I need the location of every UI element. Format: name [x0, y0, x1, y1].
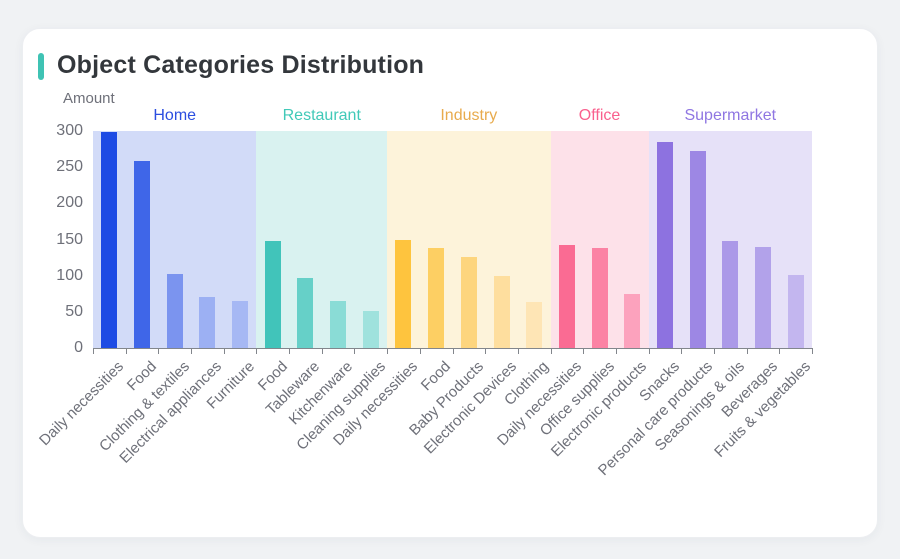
x-axis-tick — [93, 349, 94, 354]
group-label-industry: Industry — [440, 107, 498, 124]
x-axis-tick — [354, 349, 356, 354]
x-axis-tick — [550, 349, 552, 354]
bar-home-clothing-textiles[interactable] — [166, 273, 183, 348]
x-axis-tick — [681, 349, 683, 354]
x-axis-tick — [125, 349, 127, 354]
x-axis-tick — [583, 349, 585, 354]
y-tick-label-250: 250 — [56, 158, 83, 176]
x-axis-tick — [517, 349, 519, 354]
bar-restaurant-kitchenware[interactable] — [330, 300, 347, 348]
group-label-supermarket: Supermarket — [684, 107, 777, 124]
x-axis-tick — [812, 349, 813, 354]
chart-card: Object Categories Distribution Amount 30… — [22, 28, 878, 538]
x-axis-tick — [387, 349, 389, 354]
bar-home-furniture[interactable] — [232, 300, 249, 348]
title-accent-bar — [38, 53, 44, 80]
group-label-home: Home — [153, 107, 197, 124]
x-axis-tick — [256, 349, 258, 354]
y-tick-label-0: 0 — [74, 339, 83, 356]
x-axis-tick — [158, 349, 160, 354]
bar-chart-plot-area: 300 250 200 150 100 50 0 Home Daily necessities F… — [36, 107, 813, 479]
x-axis-tick — [321, 349, 323, 354]
group-label-office: Office — [578, 107, 621, 124]
bar-home-food[interactable] — [134, 161, 151, 348]
bar-supermarket-snacks[interactable] — [656, 141, 673, 348]
x-axis-tick — [648, 349, 650, 354]
bar-supermarket-beverages[interactable] — [754, 246, 771, 348]
x-axis-tick — [452, 349, 454, 354]
y-tick-label-150: 150 — [56, 230, 83, 248]
x-axis-tick — [223, 349, 225, 354]
bar-industry-daily-necessities[interactable] — [395, 239, 412, 348]
bar-office-daily-necessities[interactable] — [558, 245, 575, 348]
x-axis-tick — [713, 349, 715, 354]
bar-supermarket-seasonings-oils[interactable] — [722, 240, 739, 348]
x-axis-line — [93, 348, 813, 349]
bar-supermarket-personal-care-products[interactable] — [689, 151, 706, 348]
bar-industry-baby-products[interactable] — [460, 256, 477, 348]
bar-industry-electronic-devices[interactable] — [493, 275, 510, 348]
bar-industry-food[interactable] — [428, 248, 445, 348]
bar-office-electronic-products[interactable] — [624, 293, 641, 348]
bar-restaurant-food[interactable] — [264, 240, 281, 348]
x-axis-tick — [746, 349, 748, 354]
bar-restaurant-tableware[interactable] — [297, 277, 314, 348]
bar-supermarket-fruits-vegetables[interactable] — [787, 274, 804, 348]
x-axis-tick — [615, 349, 617, 354]
chart-title: Object Categories Distribution — [57, 51, 425, 79]
y-tick-label-100: 100 — [56, 266, 83, 284]
y-tick-label-200: 200 — [56, 194, 83, 212]
x-axis-tick — [485, 349, 487, 354]
x-axis-tick — [419, 349, 421, 354]
bar-home-daily-necessities[interactable] — [101, 132, 118, 348]
x-axis-tick — [779, 349, 781, 354]
bar-home-electrical-appliances[interactable] — [199, 297, 216, 348]
y-axis-name: Amount — [63, 90, 115, 107]
y-tick-label-300: 300 — [56, 122, 83, 139]
x-axis-tick — [289, 349, 291, 354]
bar-office-office-supplies[interactable] — [591, 248, 608, 348]
group-label-restaurant: Restaurant — [282, 107, 361, 124]
x-axis-tick — [191, 349, 193, 354]
bar-industry-clothing[interactable] — [526, 301, 543, 348]
y-tick-label-50: 50 — [65, 302, 83, 320]
bar-restaurant-cleaning-supplies[interactable] — [362, 311, 379, 348]
